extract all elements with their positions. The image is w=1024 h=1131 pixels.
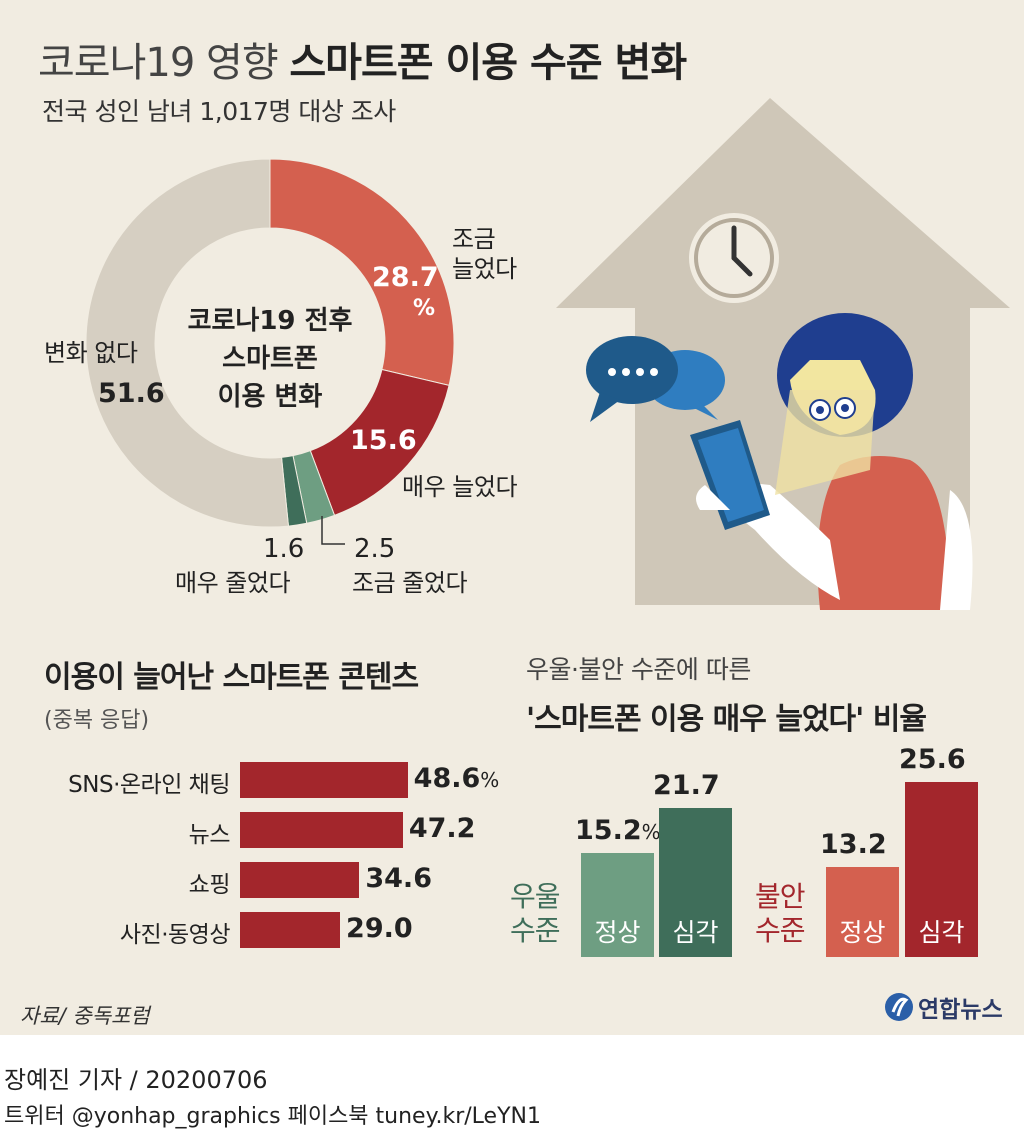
label-line: 조금	[452, 225, 496, 253]
clock-icon	[687, 211, 781, 305]
donut-center-line: 스마트폰	[222, 344, 318, 374]
donut-center-line: 코로나19 전후	[187, 306, 353, 336]
hbar-bar	[240, 912, 341, 948]
vbar-category-label: 심각	[672, 917, 719, 947]
group-label-line: 우울	[510, 880, 561, 913]
group-label-line: 수준	[755, 914, 806, 947]
donut-center-label: 코로나19 전후 스마트폰 이용 변화	[180, 302, 360, 416]
donut-label-no-change: 변화 없다	[44, 339, 138, 367]
vbar-bar: 정상	[581, 852, 654, 957]
donut-chart	[85, 158, 455, 545]
donut-value-slightly-decreased: 2.5	[354, 534, 396, 564]
title-strong: 스마트폰 이용 수준 변화	[289, 40, 687, 86]
hbar-unit: %	[480, 768, 500, 792]
vbar-bar: 심각	[905, 781, 978, 957]
group-label: 우울 수준	[510, 880, 561, 948]
hbar-value-label: 48.6%	[413, 763, 500, 794]
vbar-value-label: 13.2	[820, 828, 887, 860]
ratio-title-line1: 우울·불안 수준에 따른	[526, 655, 751, 684]
contents-note: (중복 응답)	[44, 708, 150, 733]
hbar-category-label: 쇼핑	[188, 872, 231, 898]
hbar-bar	[240, 812, 403, 848]
vbar-category-label: 정상	[839, 917, 886, 947]
donut-label-slightly-increased: 조금 늘었다	[452, 224, 517, 284]
social-links: 트위터 @yonhap_graphics 페이스북 tuney.kr/LeYN1	[4, 1104, 541, 1129]
hbar-category-label: 사진·동영상	[119, 922, 231, 948]
vbar-value-label: 15.2%	[575, 814, 661, 846]
hbar-bar	[240, 762, 408, 798]
hbar-value-label: 34.6	[365, 863, 432, 894]
donut-value-greatly-increased: 15.6	[350, 425, 417, 456]
survey-subtitle: 전국 성인 남녀 1,017명 대상 조사	[42, 97, 396, 126]
leader-line	[321, 516, 345, 545]
donut-slice-no-change	[85, 158, 290, 528]
donut-label-slightly-decreased: 조금 줄었다	[352, 569, 468, 597]
hbar-category-label: SNS·온라인 채팅	[68, 772, 230, 798]
donut-label-greatly-decreased: 매우 줄었다	[175, 569, 291, 597]
infographic-canvas: 코로나19 영향 스마트폰 이용 수준 변화 전국 성인 남녀 1,017명 대…	[0, 0, 1024, 1035]
reporter-credit: 장예진 기자 / 20200706	[4, 1066, 268, 1094]
donut-value-no-change: 51.6	[98, 378, 165, 409]
contents-title: 이용이 늘어난 스마트폰 콘텐츠	[44, 660, 419, 695]
label-line: 늘었다	[452, 255, 517, 283]
yonhap-logo: 연합뉴스	[884, 990, 1003, 1024]
ratio-title-line2: '스마트폰 이용 매우 늘었다' 비율	[526, 702, 927, 737]
title-light: 코로나19 영향	[38, 40, 279, 86]
vbar-value-label: 25.6	[899, 743, 966, 775]
donut-slice-slightly-increased	[269, 158, 455, 386]
vbar-category-label: 심각	[918, 917, 965, 947]
group-label-line: 불안	[755, 880, 806, 913]
hbar-bar	[240, 862, 360, 898]
vbar-bar: 정상	[826, 866, 899, 957]
woman-with-phone-icon	[690, 313, 973, 610]
group-label: 불안 수준	[755, 880, 806, 948]
hbar-value-label: 29.0	[346, 913, 413, 944]
vbar-bar: 심각	[659, 808, 732, 957]
speech-bubble-icon	[586, 336, 725, 422]
yonhap-logo-icon	[885, 993, 913, 1021]
donut-unit: %	[413, 296, 436, 321]
hbar-category-label: 뉴스	[188, 822, 231, 848]
source-note: 자료/ 중독포럼	[20, 1004, 150, 1028]
donut-value-slightly-increased: 28.7	[372, 262, 439, 293]
page-title: 코로나19 영향 스마트폰 이용 수준 변화	[38, 30, 687, 88]
vbar-unit: %	[641, 819, 661, 844]
vbar-category-label: 정상	[594, 917, 641, 947]
house-illustration	[556, 98, 1010, 610]
donut-value-greatly-decreased: 1.6	[263, 534, 305, 564]
hbar-value-label: 47.2	[408, 813, 476, 844]
donut-center-line: 이용 변화	[217, 382, 323, 412]
yonhap-logo-text: 연합뉴스	[918, 997, 1003, 1023]
donut-label-greatly-increased: 매우 늘었다	[402, 473, 518, 501]
group-label-line: 수준	[510, 914, 561, 947]
vbar-value-label: 21.7	[653, 770, 720, 802]
